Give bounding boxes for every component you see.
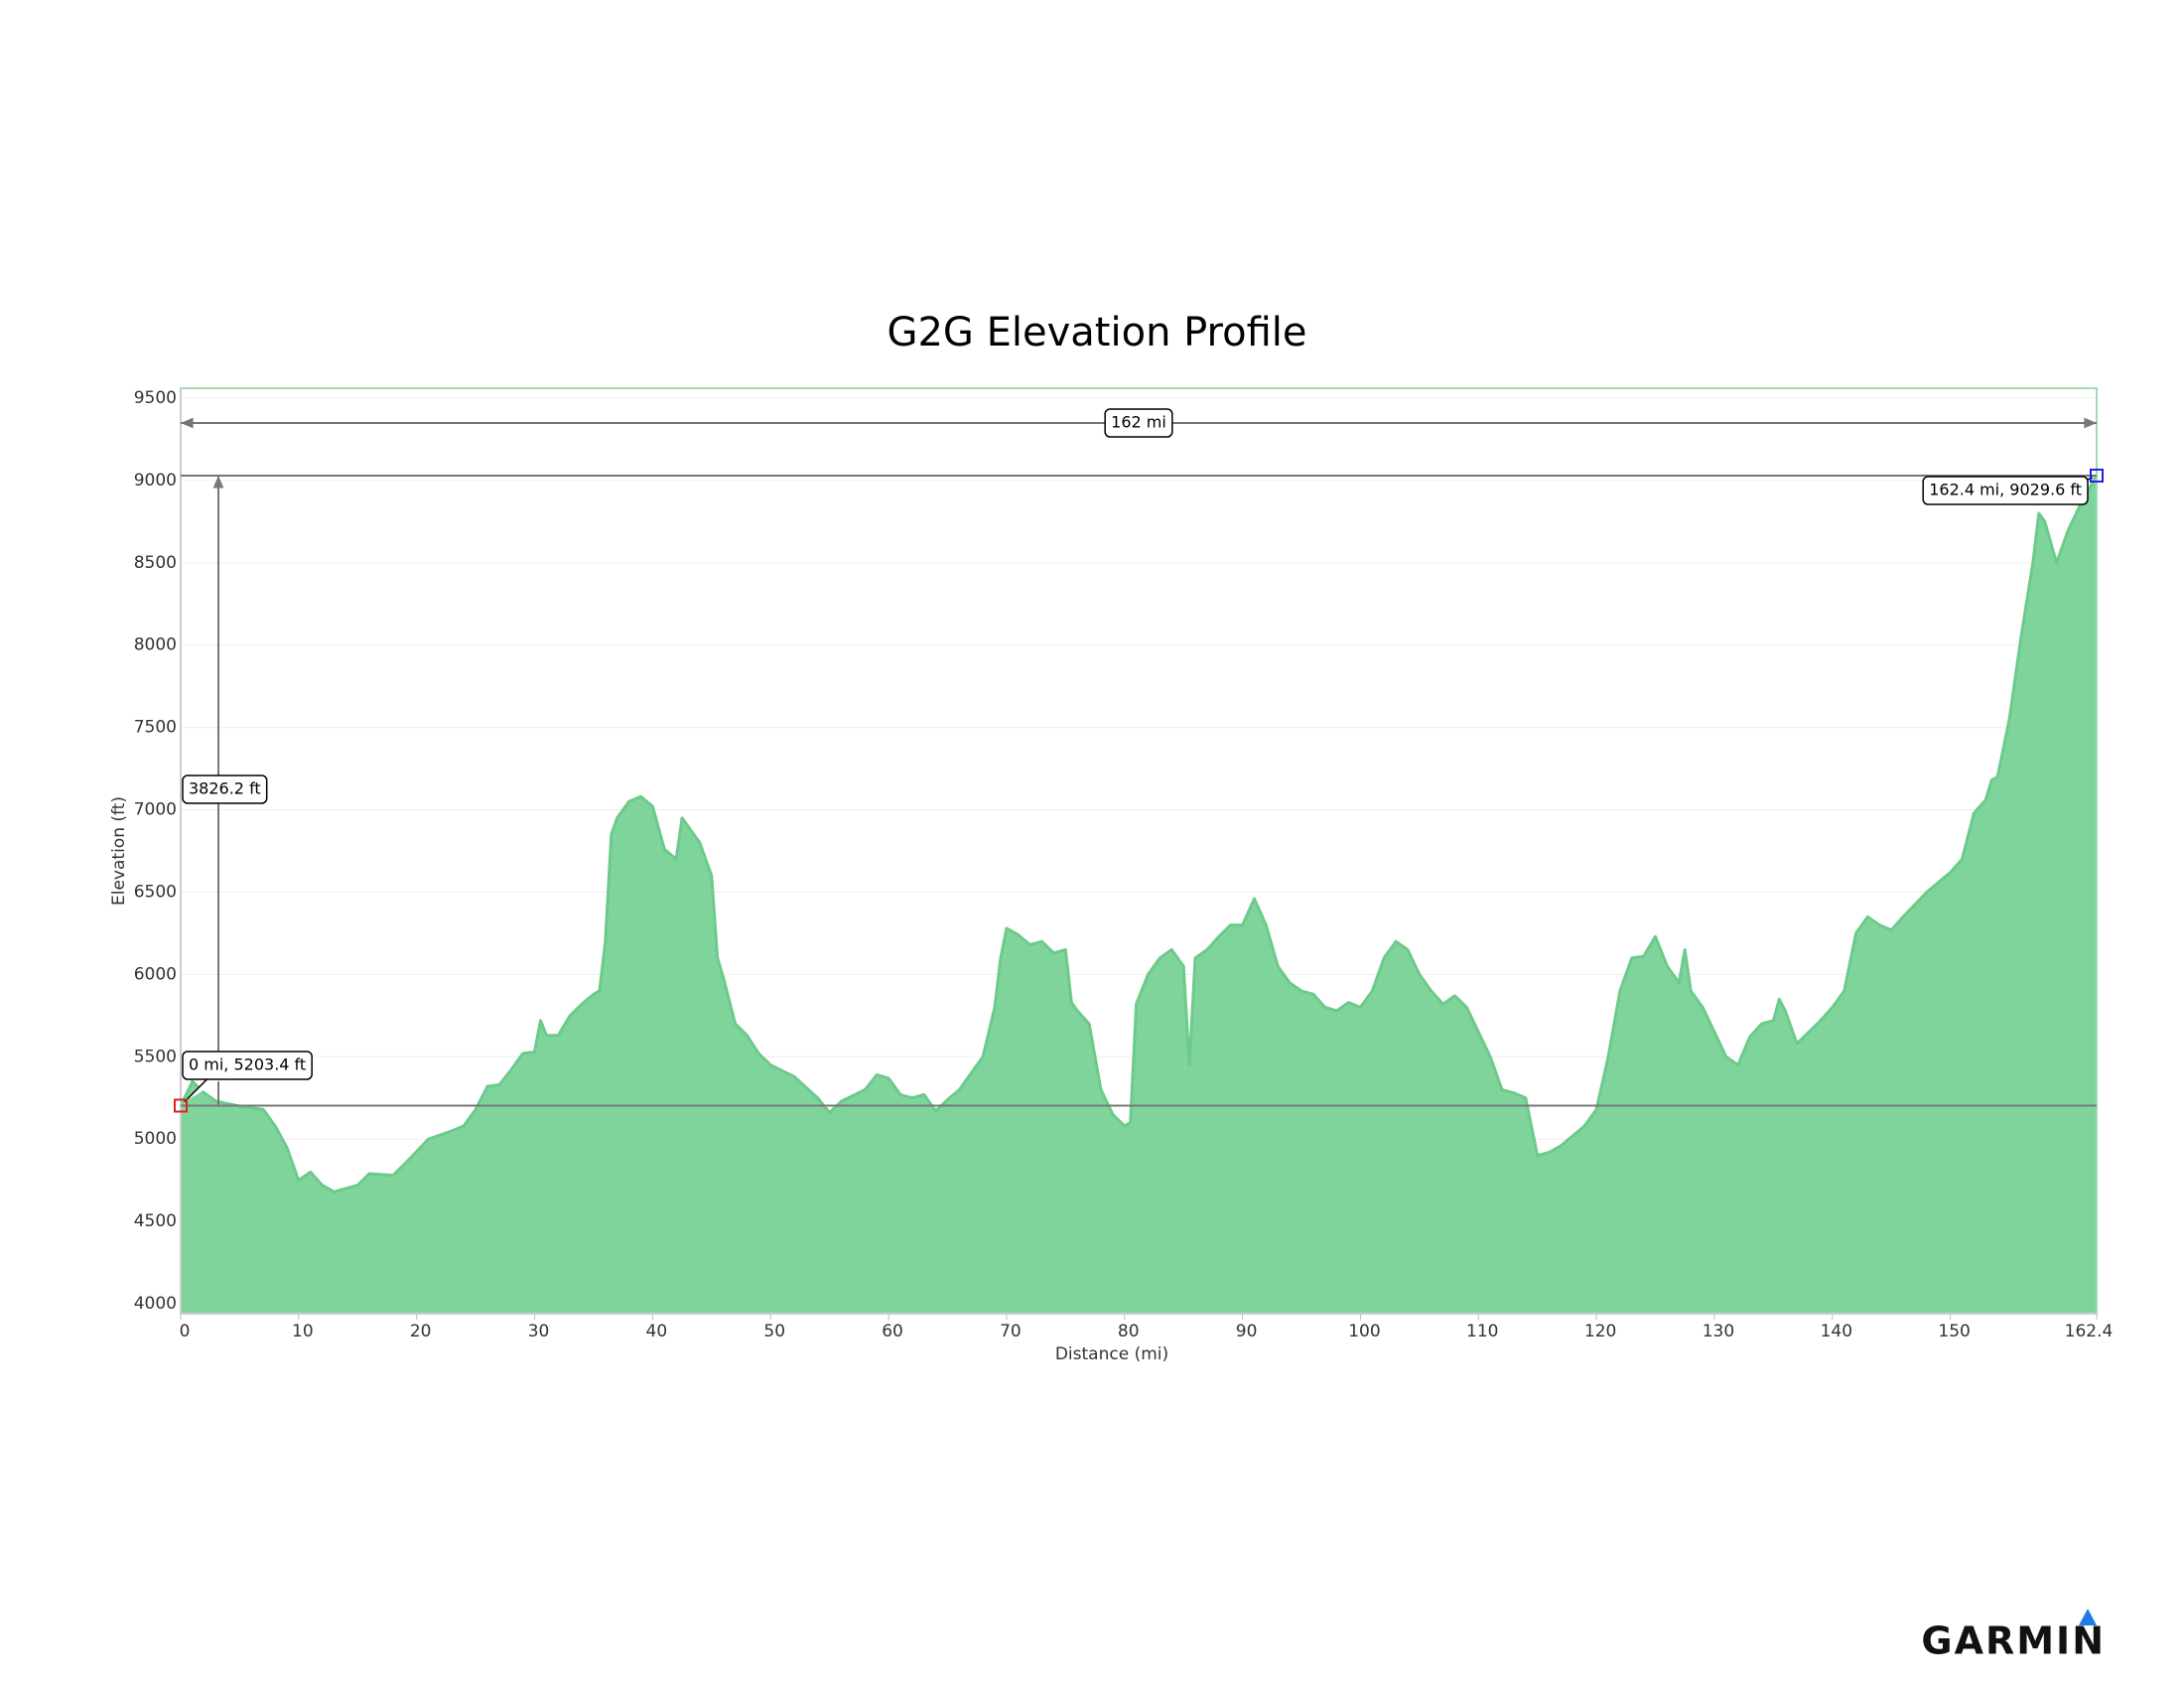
y-tick-label: 8500: [134, 553, 177, 573]
x-axis-label: Distance (mi): [1055, 1344, 1168, 1364]
annotation-label: 162.4 mi, 9029.6 ft: [1929, 481, 2082, 499]
logo: GARMIN: [1921, 1619, 2106, 1663]
annotation-box: [1922, 476, 2089, 505]
x-tick-label: 150: [1938, 1322, 1970, 1341]
x-tick-label: 60: [882, 1322, 903, 1341]
y-tick-label: 4000: [134, 1294, 177, 1314]
annotation-box: [182, 774, 268, 804]
y-tick-label: 4500: [134, 1211, 177, 1231]
x-tick-label: 80: [1118, 1322, 1140, 1341]
annotation-label: 3826.2 ft: [189, 779, 261, 798]
x-tick-label: 90: [1236, 1322, 1258, 1341]
arrow-head: [212, 475, 224, 489]
x-tick-label: 162.4: [2065, 1322, 2114, 1341]
y-tick-label: 7500: [134, 718, 177, 738]
arrow-head: [181, 417, 194, 429]
end-marker: [2090, 468, 2104, 483]
annotation-box: [182, 1051, 313, 1080]
annotation: 162.4 mi, 9029.6 ft: [1922, 476, 2089, 505]
x-tick-label: 140: [1821, 1322, 1852, 1341]
x-tick-label: 40: [646, 1322, 668, 1341]
annotation: 0 mi, 5203.4 ft: [182, 1051, 313, 1080]
y-tick-label: 7000: [134, 800, 177, 820]
y-axis-label: Elevation (ft): [109, 796, 129, 906]
x-tick-label: 100: [1348, 1322, 1380, 1341]
x-tick-label: 110: [1466, 1322, 1498, 1341]
arrow-head: [2084, 417, 2097, 429]
x-tick-label: 30: [528, 1322, 550, 1341]
annotation-label: 162 mi: [1111, 413, 1166, 432]
x-tick-label: 70: [1000, 1322, 1022, 1341]
annotation: 3826.2 ft: [182, 774, 268, 804]
y-tick-label: 8000: [134, 635, 177, 655]
x-tick-label: 20: [410, 1322, 432, 1341]
area-outline: [179, 475, 2099, 1194]
area: [181, 476, 2097, 1314]
y-tick-label: 5500: [134, 1047, 177, 1066]
logo-triangle: [2079, 1609, 2097, 1625]
chart-title: G2G Elevation Profile: [887, 310, 1306, 355]
annotation: 162 mi: [1104, 408, 1173, 438]
start-marker: [174, 1098, 188, 1113]
y-tick-label: 5000: [134, 1129, 177, 1149]
x-tick-label: 130: [1703, 1322, 1734, 1341]
y-tick-label: 6000: [134, 964, 177, 984]
y-tick-label: 9000: [134, 471, 177, 491]
annotation-label: 0 mi, 5203.4 ft: [189, 1055, 306, 1074]
y-tick-label: 9500: [134, 388, 177, 408]
x-tick-label: 120: [1584, 1322, 1616, 1341]
x-tick-label: 50: [763, 1322, 785, 1341]
y-tick-label: 6500: [134, 882, 177, 902]
x-tick-label: 10: [292, 1322, 314, 1341]
x-tick-label: 0: [180, 1322, 191, 1341]
annotation-box: [1104, 408, 1173, 438]
